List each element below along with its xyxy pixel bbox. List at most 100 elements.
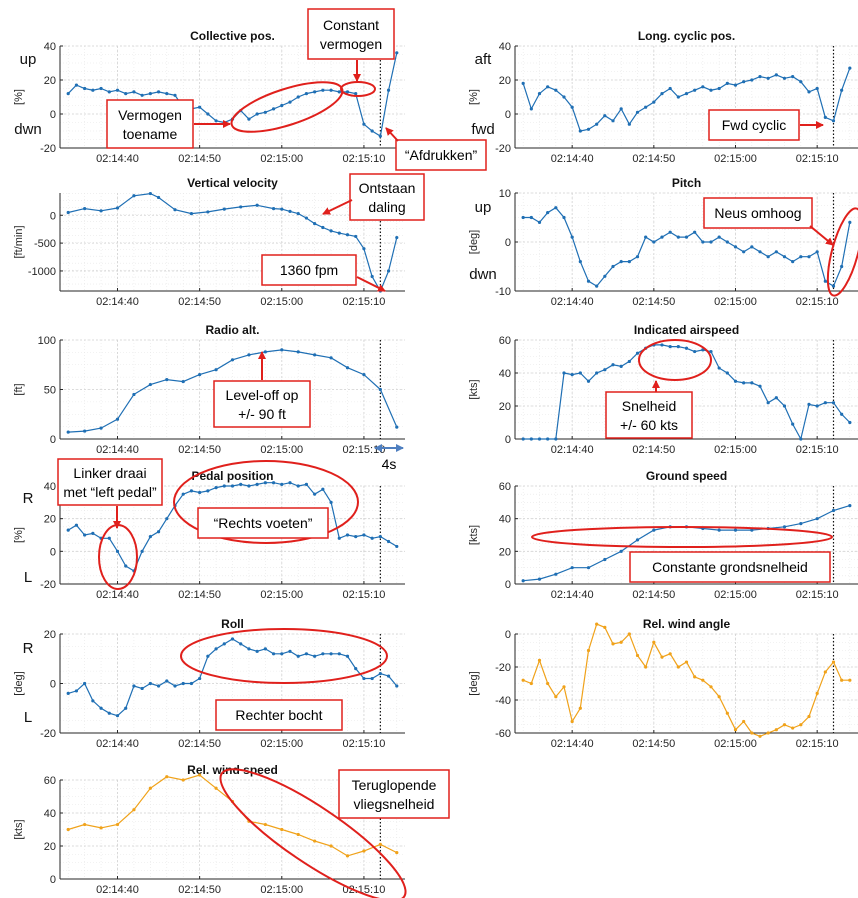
data-point: [239, 642, 243, 646]
x-tick-label: 02:15:00: [260, 884, 303, 896]
data-point: [701, 348, 705, 352]
data-point: [521, 579, 525, 583]
constant-gs-ellipse: [531, 526, 833, 548]
data-point: [758, 384, 762, 388]
chart-title: Pitch: [672, 176, 701, 190]
data-point: [823, 279, 827, 283]
chart-title: Vertical velocity: [187, 176, 278, 190]
data-point: [107, 536, 111, 540]
data-point: [546, 85, 550, 89]
data-point: [668, 230, 672, 234]
data-point: [91, 531, 95, 535]
data-point: [66, 430, 70, 434]
data-point: [815, 86, 819, 91]
y-tick-label: 60: [44, 775, 56, 787]
data-point: [742, 719, 746, 724]
data-point: [173, 684, 177, 688]
data-point: [313, 353, 317, 357]
x-tick-label: 02:14:40: [551, 296, 594, 308]
data-point: [684, 346, 689, 350]
y-tick-label: 0: [505, 629, 511, 641]
data-point: [321, 225, 325, 230]
data-point: [782, 723, 787, 727]
data-point: [570, 235, 574, 239]
chart-title: Rel. wind angle: [643, 617, 731, 631]
side-label-top: aft: [475, 51, 493, 68]
data-point: [313, 839, 317, 843]
y-tick-label: -20: [40, 728, 56, 740]
data-point: [156, 684, 161, 688]
data-point: [386, 269, 391, 273]
data-point: [329, 844, 333, 848]
y-tick-label: -20: [40, 579, 56, 591]
data-point: [831, 284, 836, 288]
data-point: [750, 245, 754, 249]
x-tick-label: 02:14:40: [96, 884, 139, 896]
right-bank-box: [215, 699, 343, 731]
side-label-bottom: dwn: [14, 121, 42, 138]
data-point: [554, 206, 558, 210]
data-point: [304, 216, 309, 220]
data-point: [313, 492, 317, 496]
right-feet-ellipse: [173, 460, 359, 544]
data-point: [660, 235, 664, 239]
descent-onset-arrow: [322, 199, 353, 215]
data-point: [791, 260, 795, 264]
side-label-bottom: dwn: [469, 266, 497, 283]
data-point: [782, 76, 787, 80]
x-tick-label: 02:14:40: [551, 153, 594, 165]
data-point: [799, 521, 803, 526]
data-point: [823, 401, 827, 405]
x-tick-label: 02:14:50: [178, 444, 221, 456]
power-increase-ellipse: [230, 81, 344, 133]
y-tick-label: -10: [495, 286, 511, 298]
data-point: [148, 92, 152, 96]
data-point: [99, 426, 103, 430]
data-point: [586, 648, 591, 653]
x-tick-label: 02:15:10: [796, 444, 839, 456]
y-tick-label: -20: [495, 143, 511, 155]
data-point: [370, 129, 374, 133]
constant-power-box: [307, 8, 395, 60]
side-label-bottom: fwd: [471, 121, 494, 138]
data-point: [774, 396, 778, 400]
data-point: [239, 482, 243, 486]
data-point: [395, 851, 399, 855]
data-point: [717, 86, 721, 91]
data-point: [66, 528, 70, 532]
right-bank-ellipse: [180, 628, 388, 684]
data-point: [652, 240, 656, 244]
x-tick-label: 02:15:10: [796, 589, 839, 601]
four-s-label: 4s: [382, 456, 397, 472]
y-tick-label: 0: [50, 546, 56, 558]
left-turn-line-2: met “left pedal”: [63, 484, 157, 500]
data-point: [206, 489, 210, 493]
data-point: [198, 105, 202, 109]
data-point: [725, 371, 729, 375]
x-tick-label: 02:14:40: [551, 738, 594, 750]
data-point: [156, 195, 161, 200]
y-tick-label: 0: [505, 109, 511, 121]
data-point: [296, 95, 300, 99]
data-point: [725, 240, 729, 244]
data-point: [782, 525, 787, 529]
data-point: [750, 78, 754, 82]
side-label-top: R: [23, 490, 34, 507]
data-point: [709, 349, 713, 354]
y-tick-label: 0: [505, 434, 511, 446]
data-point: [296, 484, 300, 488]
data-point: [627, 359, 631, 364]
push-down-box: [395, 139, 487, 171]
data-point: [329, 88, 333, 92]
data-point: [595, 371, 599, 375]
x-tick-label: 02:15:10: [796, 153, 839, 165]
data-point: [280, 207, 284, 211]
data-point: [709, 88, 713, 92]
data-point: [537, 437, 542, 441]
data-point: [611, 119, 615, 123]
data-point: [733, 528, 738, 532]
data-point: [329, 500, 333, 504]
data-point: [619, 260, 623, 264]
data-point: [660, 92, 664, 96]
y-tick-label: 60: [499, 481, 511, 493]
